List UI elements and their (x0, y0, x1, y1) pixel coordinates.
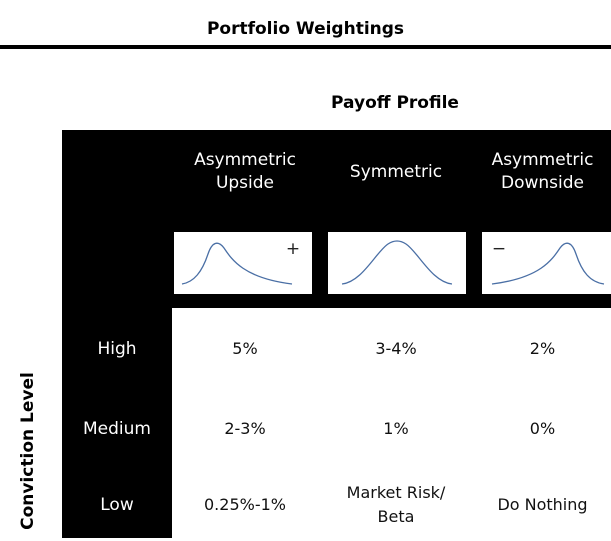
column-group-label: Payoff Profile (331, 93, 459, 113)
row-header: High (97, 339, 137, 359)
table-cell: 0% (529, 419, 556, 438)
column-header: Asymmetric Downside (491, 150, 594, 193)
distribution-curve (181, 242, 293, 285)
table-cell: 1% (383, 419, 409, 438)
table-cell: Market Risk/ Beta (346, 483, 446, 526)
curve-icon (491, 242, 605, 285)
table-cell: 5% (232, 339, 258, 358)
table-cell: 0.25%-1% (204, 495, 286, 514)
payoff-icon (328, 232, 466, 294)
distribution-curve (491, 242, 605, 285)
row-header: Low (100, 495, 134, 515)
curve-icon (341, 240, 453, 285)
table-cell: 2% (529, 339, 556, 358)
table-cell: 2-3% (224, 419, 266, 438)
title-rule (0, 45, 611, 49)
column-header: Symmetric (349, 161, 443, 182)
column-header: Asymmetric Upside (194, 150, 296, 193)
payoff-sign: + (285, 239, 301, 259)
curve-icon (181, 242, 293, 285)
payoff-icon (482, 232, 611, 294)
payoff-sign: − (491, 239, 507, 259)
title: Portfolio Weightings (206, 19, 405, 39)
distribution-curve (341, 240, 453, 285)
table-cell: 3-4% (375, 339, 417, 358)
row-header-band (62, 130, 172, 538)
row-group-label: Conviction Level (18, 372, 38, 530)
row-header: Medium (83, 419, 151, 439)
table-cell: Do Nothing (497, 495, 588, 514)
payoff-icon (174, 232, 312, 294)
